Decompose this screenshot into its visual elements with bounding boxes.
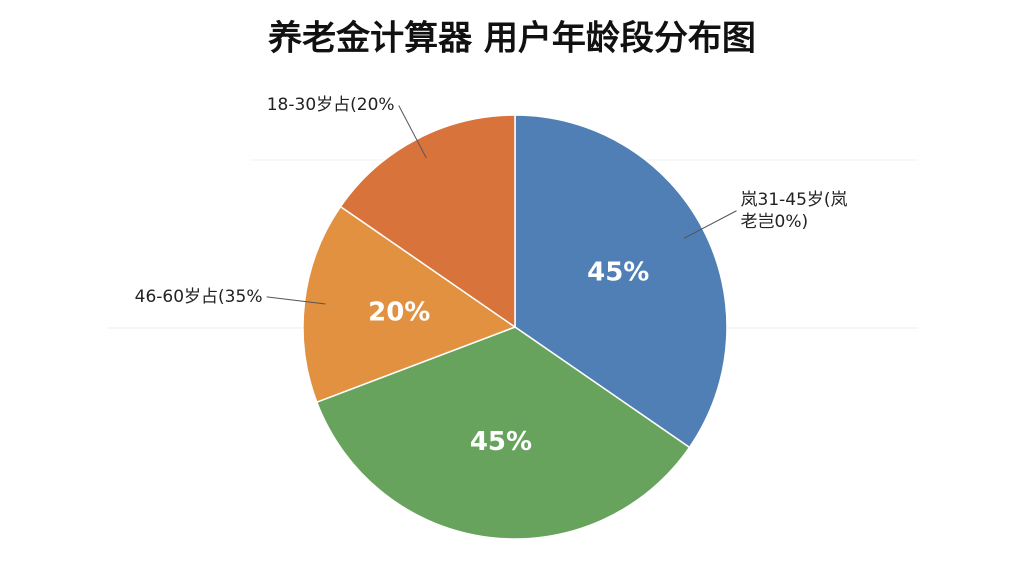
category-label: 岚31-45岁(岚 老岂0%)	[740, 189, 848, 232]
slice-label: 45%	[587, 257, 649, 287]
leader-line	[398, 105, 427, 159]
leader-line	[266, 296, 326, 305]
leader-line	[683, 210, 737, 239]
slice-label: 45%	[470, 427, 532, 457]
category-label: 46-60岁占(35%	[134, 286, 263, 307]
slice-label: 20%	[368, 297, 430, 327]
chart-title: 养老金计算器 用户年龄段分布图	[268, 19, 756, 59]
category-label: 18-30岁占(20%	[266, 95, 395, 116]
pie-slice	[315, 326, 691, 540]
